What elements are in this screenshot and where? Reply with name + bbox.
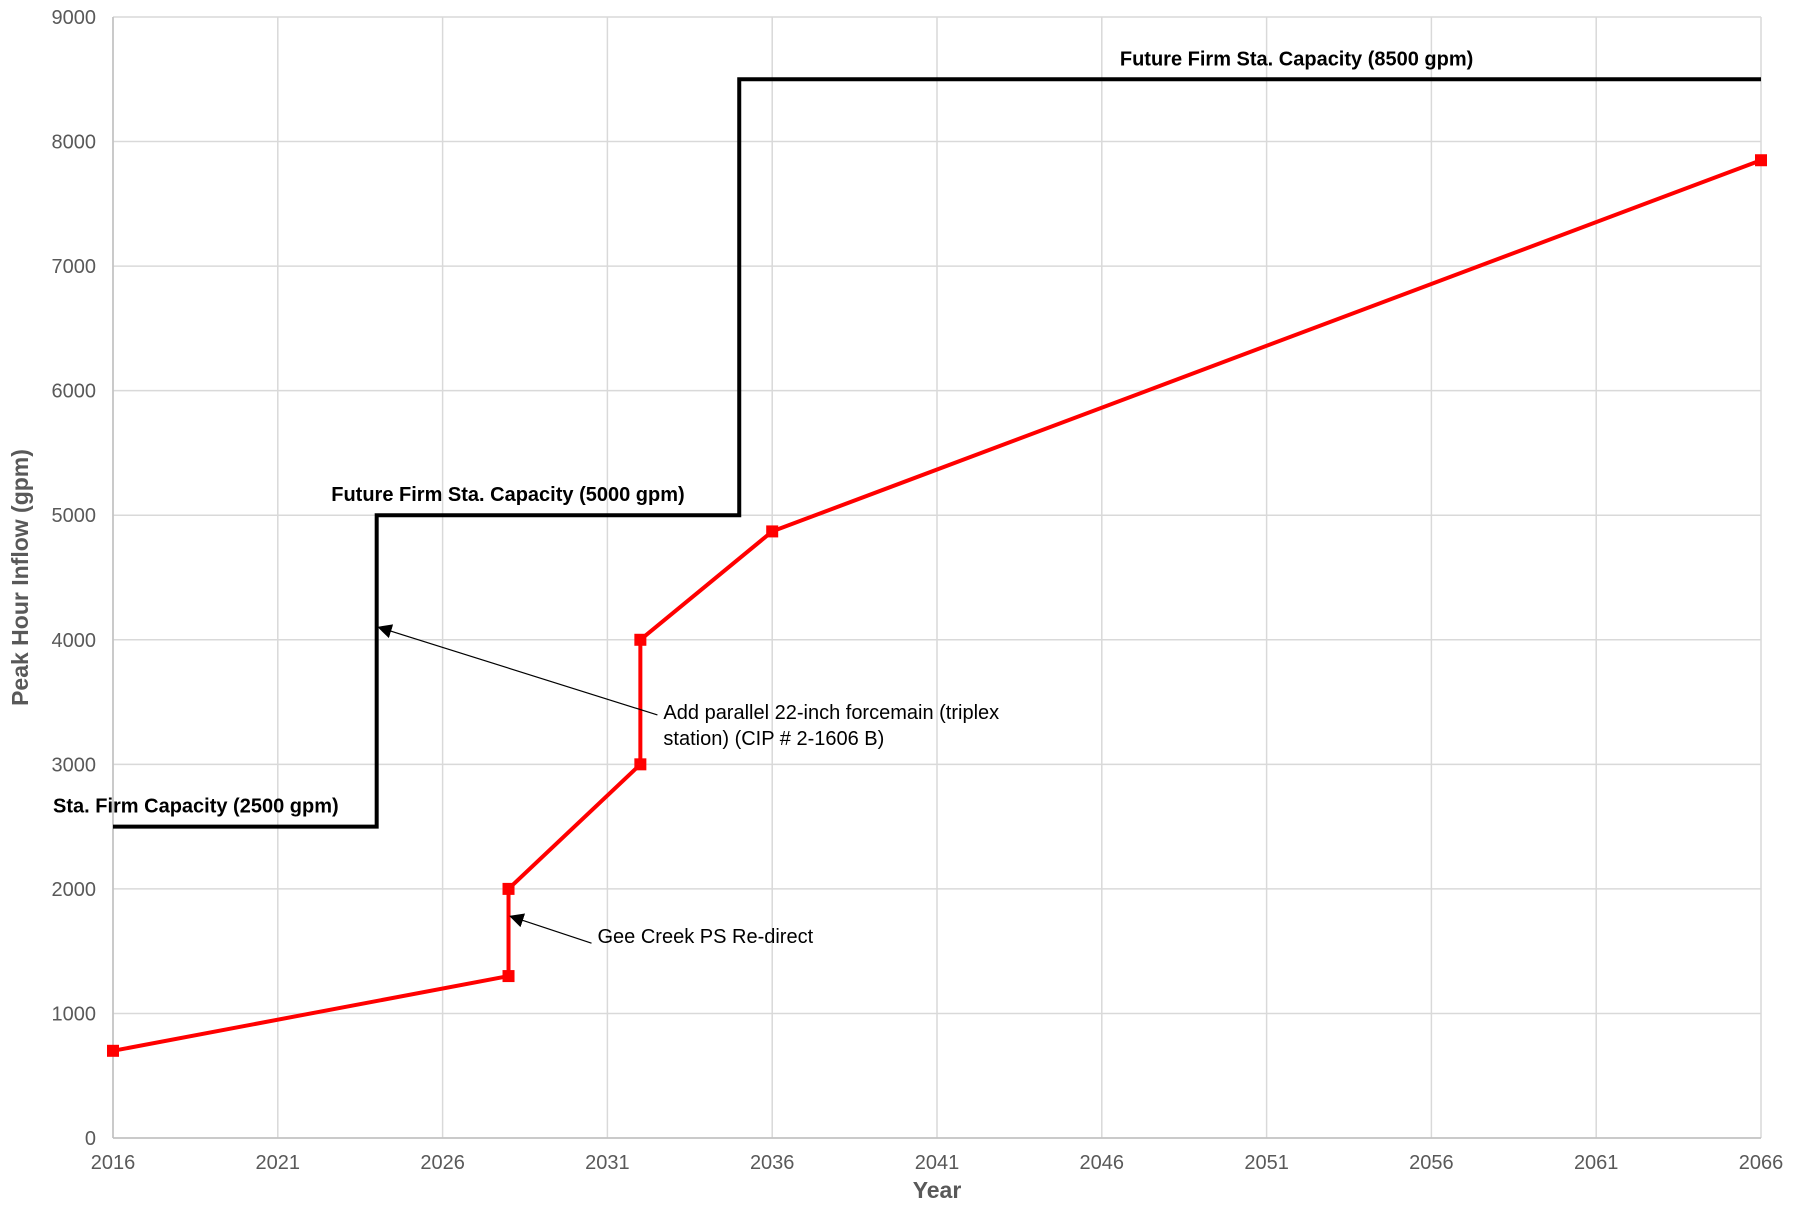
- x-tick-label: 2056: [1409, 1152, 1454, 1174]
- annotation-label: Gee Creek PS Re-direct: [598, 926, 814, 948]
- x-tick-label: 2066: [1739, 1152, 1784, 1174]
- y-tick-label: 3000: [52, 754, 97, 776]
- y-tick-label: 4000: [52, 630, 97, 652]
- x-tick-label: 2061: [1574, 1152, 1619, 1174]
- y-tick-label: 2000: [52, 879, 97, 901]
- annotation-label: Add parallel 22-inch forcemain (triplex: [663, 702, 999, 724]
- annotations: Sta. Firm Capacity (2500 gpm) Future Firm…: [53, 48, 1473, 948]
- data-point: [1755, 154, 1767, 167]
- x-tick-label: 2041: [915, 1152, 960, 1174]
- series-line-2: [113, 77, 1761, 829]
- x-tick-label: 2031: [585, 1152, 630, 1174]
- capacity-label: Sta. Firm Capacity (2500 gpm): [53, 796, 339, 818]
- y-tick-label: 9000: [52, 7, 97, 29]
- y-tick-label: 7000: [52, 256, 97, 278]
- capacity-label: Future Firm Sta. Capacity (5000 gpm): [331, 484, 684, 506]
- grid: [112, 16, 1762, 1139]
- data-point: [502, 970, 515, 983]
- series-group: [107, 77, 1767, 1057]
- y-tick-label: 8000: [52, 132, 97, 154]
- x-tick-label: 2036: [750, 1152, 795, 1174]
- annotation-arrow: [509, 913, 592, 944]
- y-tick-label: 0: [85, 1128, 96, 1150]
- data-point: [107, 1044, 119, 1057]
- capacity-label: Future Firm Sta. Capacity (8500 gpm): [1120, 48, 1473, 70]
- x-tick-label: 2051: [1244, 1152, 1289, 1174]
- annotation-arrow: [377, 624, 658, 716]
- axes: 0 1000 2000 3000 4000 5000 6000 7000 8000 9000 201…: [52, 7, 1784, 1174]
- y-tick-label: 6000: [52, 381, 97, 403]
- annotation-label: station) (CIP # 2-1606 B): [663, 728, 884, 750]
- x-tick-label: 2046: [1080, 1152, 1125, 1174]
- y-tick-label: 1000: [52, 1003, 97, 1025]
- x-tick-label: 2016: [91, 1152, 136, 1174]
- y-axis-title: Peak Hour Inflow (gpm): [7, 449, 33, 706]
- data-point: [634, 758, 647, 771]
- x-tick-label: 2026: [420, 1152, 465, 1174]
- x-axis-title: Year: [913, 1177, 962, 1203]
- data-point: [766, 525, 779, 538]
- y-tick-label: 5000: [52, 505, 97, 527]
- data-point: [502, 882, 515, 895]
- data-point: [634, 633, 647, 646]
- x-tick-label: 2021: [256, 1152, 301, 1174]
